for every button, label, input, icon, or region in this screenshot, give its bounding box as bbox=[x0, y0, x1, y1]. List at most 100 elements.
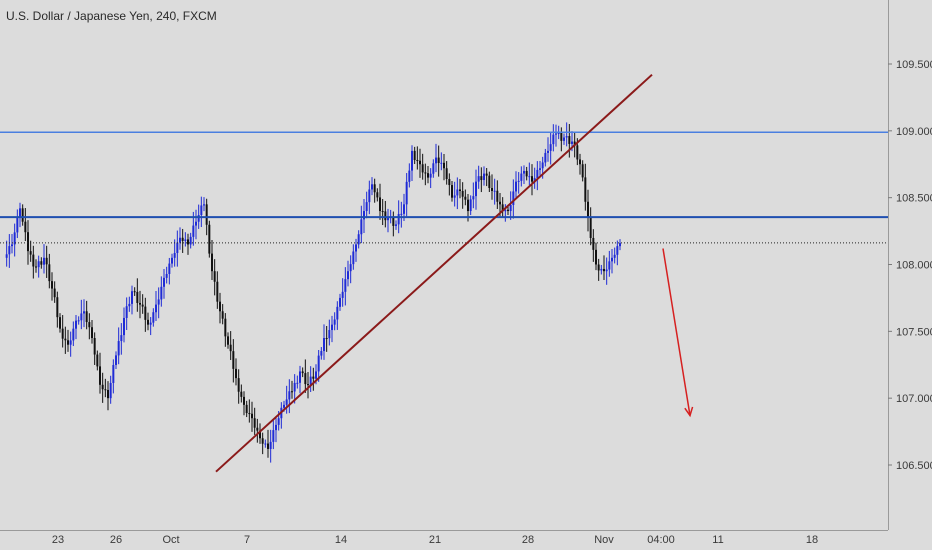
candle-up bbox=[600, 268, 603, 271]
candle-up bbox=[123, 317, 125, 336]
candle-down bbox=[99, 366, 101, 385]
candle-up bbox=[72, 328, 75, 341]
candle-up bbox=[357, 234, 360, 245]
candle-down bbox=[45, 257, 48, 265]
x-tick-label: 18 bbox=[806, 534, 818, 546]
candle-down bbox=[485, 173, 488, 176]
candle-down bbox=[499, 201, 501, 205]
projection-arrow-shaft bbox=[662, 248, 691, 416]
candle-down bbox=[427, 173, 429, 178]
candle-down bbox=[573, 141, 576, 146]
candle-up bbox=[536, 169, 539, 179]
candle-up bbox=[69, 340, 72, 345]
candle-down bbox=[213, 271, 216, 282]
candle-down bbox=[312, 376, 315, 379]
candle-up bbox=[453, 195, 456, 198]
candle-down bbox=[96, 354, 99, 367]
candle-up bbox=[109, 382, 112, 399]
candle-up bbox=[605, 269, 608, 272]
candle-down bbox=[421, 164, 424, 173]
candle-down bbox=[584, 177, 587, 202]
candle-up bbox=[520, 173, 523, 181]
candle-up bbox=[483, 173, 485, 181]
candle-down bbox=[589, 217, 592, 238]
candle-down bbox=[445, 168, 448, 179]
candle-up bbox=[355, 244, 357, 252]
candle-up bbox=[13, 232, 16, 245]
candle-down bbox=[211, 253, 213, 272]
candle-down bbox=[443, 162, 445, 169]
candle-down bbox=[587, 201, 589, 218]
candle-up bbox=[405, 181, 408, 205]
candle-up bbox=[475, 181, 477, 197]
candle-down bbox=[525, 170, 528, 177]
candle-up bbox=[16, 216, 19, 233]
candle-up bbox=[555, 133, 557, 135]
candle-up bbox=[472, 196, 475, 200]
projection-arrow-head bbox=[684, 406, 694, 418]
candle-up bbox=[333, 319, 336, 325]
candle-up bbox=[616, 246, 619, 255]
candle-up bbox=[349, 264, 352, 272]
candle-up bbox=[171, 257, 173, 264]
candle-up bbox=[168, 263, 171, 274]
y-tick-label: 107.000 bbox=[896, 393, 932, 405]
candle-down bbox=[251, 413, 253, 419]
y-tick-label: 108.000 bbox=[896, 260, 932, 272]
candle-down bbox=[437, 157, 440, 164]
candle-down bbox=[307, 384, 309, 386]
x-tick-label: 21 bbox=[429, 534, 441, 546]
candle-up bbox=[272, 430, 275, 442]
candle-down bbox=[59, 317, 61, 329]
candle-up bbox=[131, 291, 133, 304]
candle-up bbox=[37, 261, 40, 268]
candle-up bbox=[203, 204, 205, 206]
candle-up bbox=[429, 173, 432, 178]
candle-down bbox=[381, 211, 384, 213]
candle-down bbox=[384, 211, 387, 221]
price-axis-panel bbox=[888, 0, 932, 550]
candle-down bbox=[187, 239, 189, 245]
candle-up bbox=[544, 152, 547, 163]
candle-up bbox=[192, 225, 195, 237]
candle-down bbox=[56, 297, 59, 318]
candle-down bbox=[304, 373, 307, 385]
candle-up bbox=[165, 273, 168, 278]
candle-down bbox=[592, 237, 595, 250]
candle-down bbox=[325, 338, 328, 340]
candle-down bbox=[85, 311, 88, 323]
x-tick-label: 04:00 bbox=[647, 534, 675, 546]
candle-down bbox=[413, 150, 416, 161]
candle-up bbox=[365, 202, 368, 212]
candle-up bbox=[315, 371, 317, 379]
candle-down bbox=[245, 404, 248, 414]
candle-down bbox=[419, 160, 421, 165]
candle-down bbox=[256, 427, 259, 431]
candle-up bbox=[613, 254, 616, 258]
x-tick-label: 26 bbox=[110, 534, 122, 546]
candle-up bbox=[533, 178, 536, 182]
candle-down bbox=[261, 438, 264, 444]
candle-down bbox=[35, 266, 37, 268]
candle-up bbox=[184, 239, 187, 241]
candle-up bbox=[523, 170, 525, 174]
candle-down bbox=[21, 208, 24, 222]
x-tick-label: 7 bbox=[244, 534, 250, 546]
candle-down bbox=[576, 145, 579, 160]
candle-down bbox=[133, 291, 136, 293]
candle-up bbox=[269, 441, 272, 449]
candle-down bbox=[32, 254, 35, 267]
candle-down bbox=[136, 291, 139, 303]
candle-up bbox=[285, 399, 288, 405]
candle-up bbox=[275, 424, 277, 431]
candle-up bbox=[411, 150, 413, 171]
candle-up bbox=[339, 297, 341, 307]
x-tick-label: 23 bbox=[52, 534, 64, 546]
candles-group bbox=[5, 122, 621, 463]
candle-down bbox=[237, 378, 240, 392]
candle-up bbox=[512, 191, 515, 205]
candle-up bbox=[432, 163, 435, 174]
